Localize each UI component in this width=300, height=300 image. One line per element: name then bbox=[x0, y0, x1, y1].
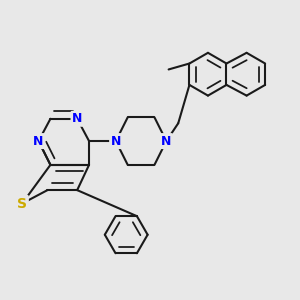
Text: N: N bbox=[72, 112, 83, 125]
Text: S: S bbox=[17, 196, 27, 211]
Text: N: N bbox=[33, 135, 44, 148]
Text: N: N bbox=[161, 135, 172, 148]
Text: N: N bbox=[111, 135, 121, 148]
